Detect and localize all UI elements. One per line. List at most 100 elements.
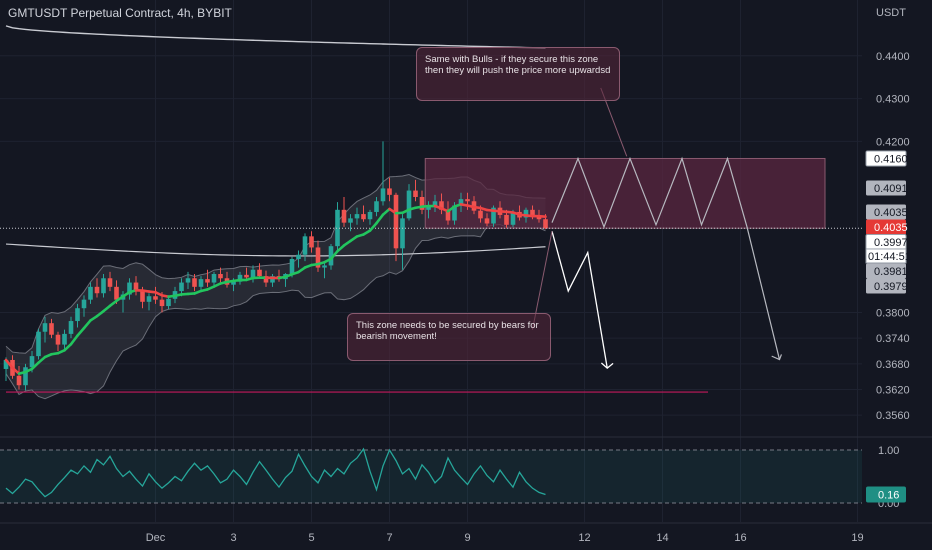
- zone-rect: [424, 157, 826, 229]
- price-badge: [866, 263, 906, 279]
- candle-body: [445, 209, 451, 221]
- candle-body: [504, 214, 509, 225]
- candle-body: [218, 273, 223, 279]
- sma-segment: [76, 326, 86, 337]
- sma-segment: [30, 361, 40, 371]
- candle-body: [465, 199, 470, 202]
- candle-body: [263, 276, 269, 283]
- time-tick-label: 12: [578, 532, 590, 544]
- time-tick-label: 14: [656, 532, 668, 544]
- bull-arrowhead: [771, 354, 783, 361]
- candle-body: [406, 190, 412, 219]
- price-badge: [866, 180, 906, 196]
- sma-segment: [375, 213, 385, 225]
- candle-body: [205, 279, 210, 283]
- candle-body: [257, 269, 262, 277]
- candle-body: [341, 209, 347, 223]
- sma-segment: [342, 239, 352, 247]
- candle-body: [127, 282, 132, 295]
- candle-body: [42, 323, 48, 332]
- sma-segment: [37, 355, 47, 364]
- sma-segment: [349, 235, 359, 243]
- time-tick-label: 9: [464, 532, 470, 544]
- countdown-text: 01:44:51: [868, 251, 911, 263]
- price-badges: 0.4160 0.4091 0.4035 0.4035 0.3997 01:44:51 0.…: [865, 150, 911, 294]
- candle-body: [270, 276, 275, 283]
- candle-body: [309, 236, 314, 248]
- chart-title: GMTUSDT Perpetual Contract, 4h, BYBIT: [8, 6, 232, 20]
- candle-body: [400, 218, 405, 249]
- candle-body: [432, 201, 438, 206]
- candle-body: [16, 375, 22, 386]
- candle-body: [81, 299, 87, 309]
- countdown-badge: [865, 248, 907, 264]
- candle-body: [29, 356, 35, 368]
- candle-body: [211, 273, 217, 283]
- candle-body: [231, 281, 236, 285]
- candle-body: [153, 296, 158, 300]
- bull-projection: [551, 156, 781, 360]
- candle-body: [55, 334, 61, 345]
- candle-body: [452, 205, 457, 221]
- price-badge-text: 0.4160: [874, 153, 908, 165]
- time-axis[interactable]: Dec 3 5 7 9 12 14 16 19: [0, 522, 932, 544]
- candle-body: [75, 308, 80, 322]
- candle-body: [179, 282, 184, 292]
- ma-long-lower: [5, 243, 546, 257]
- sma-segment: [4, 358, 14, 370]
- candle-body: [367, 211, 373, 220]
- price-badge-text: 0.4091: [874, 183, 908, 195]
- sma-segment: [11, 366, 21, 375]
- price-tick-label: 0.3800: [876, 307, 910, 319]
- price-badge-text: 0.3981: [874, 266, 908, 278]
- bulls-annotation[interactable]: Same with Bulls - if they secure this zo…: [416, 47, 620, 101]
- rsi-value-badge: [866, 486, 906, 503]
- price-tick-label: 0.3740: [876, 333, 910, 345]
- candle-body: [49, 323, 54, 335]
- price-tick-label: 0.4400: [876, 51, 910, 63]
- candle-body: [88, 286, 93, 300]
- candle-body: [543, 219, 548, 229]
- grid-lines: [0, 0, 862, 522]
- sma-segment: [108, 299, 118, 308]
- sma-segment: [102, 304, 112, 313]
- candle-body: [413, 190, 418, 197]
- currency-label: USDT: [876, 7, 906, 19]
- ma-long-upper: [5, 25, 546, 49]
- candle-body: [198, 279, 204, 287]
- sma-segment: [297, 266, 307, 274]
- candle-body: [530, 209, 535, 217]
- candle-body: [322, 265, 327, 268]
- candle-body: [94, 286, 100, 294]
- candle-body: [491, 207, 496, 224]
- candle-body: [439, 201, 444, 210]
- candle-body: [296, 254, 301, 260]
- price-badge-text: 0.4035: [874, 207, 908, 219]
- sma-segment: [446, 205, 456, 213]
- bears-annotation[interactable]: This zone needs to be secured by bears f…: [347, 313, 551, 361]
- price-axis[interactable]: USDT 0.3560 0.3620 0.3680 0.3740 0.3800 0.4200…: [876, 7, 910, 422]
- price-tick-label: 0.4200: [876, 136, 910, 148]
- price-badge: [866, 219, 906, 235]
- moving-averages: [5, 25, 546, 257]
- rsi-pane: 1.000.000.16: [0, 445, 906, 510]
- price-badge: [866, 278, 906, 294]
- sma-segment: [381, 207, 391, 216]
- candle-body: [166, 298, 171, 307]
- candle-body: [478, 210, 483, 219]
- candle-body: [387, 188, 392, 195]
- candle-body: [380, 188, 386, 202]
- price-tick-label: 0.3680: [876, 359, 910, 371]
- candle-body: [458, 199, 464, 206]
- sma-segment: [82, 319, 92, 330]
- candle-body: [510, 211, 516, 225]
- candle-body: [185, 278, 191, 283]
- bear-arrowhead: [600, 362, 614, 369]
- candle-body: [250, 269, 256, 278]
- bear-projection: [551, 231, 608, 369]
- candle-body: [536, 216, 542, 220]
- sma-segment: [63, 342, 73, 352]
- price-tick-label: 0.3560: [876, 410, 910, 422]
- price-tick-label: 0.4300: [876, 94, 910, 106]
- time-tick-label: 19: [851, 532, 863, 544]
